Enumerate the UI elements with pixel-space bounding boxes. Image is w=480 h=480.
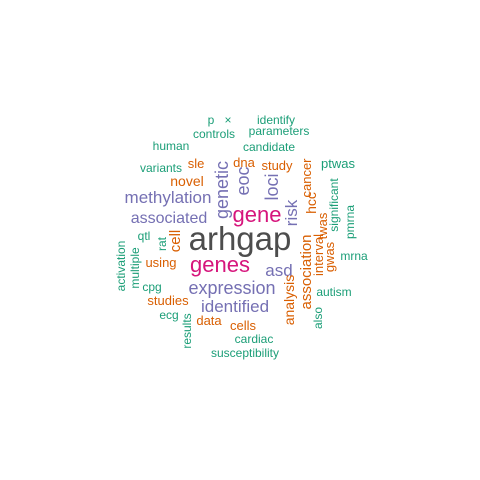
word-expression: expression bbox=[188, 278, 275, 298]
word-association: association bbox=[298, 234, 315, 309]
word-also: also bbox=[311, 307, 325, 329]
word-genes: genes bbox=[190, 252, 250, 277]
word-multiple: multiple bbox=[128, 247, 142, 289]
word-twas: twas bbox=[315, 212, 330, 239]
word-autism: autism bbox=[316, 285, 351, 299]
word-sle: sle bbox=[188, 156, 205, 171]
word-activation: activation bbox=[114, 241, 128, 292]
word-cells: cells bbox=[230, 318, 257, 333]
word-hcc: hcc bbox=[303, 192, 319, 214]
word-ptwas: ptwas bbox=[321, 156, 355, 171]
word-rat: rat bbox=[155, 236, 169, 251]
word-asd: asd bbox=[265, 261, 292, 280]
word-analysis: analysis bbox=[281, 275, 297, 326]
word-controls: controls bbox=[193, 127, 235, 141]
word-methylation: methylation bbox=[125, 188, 212, 207]
word-identified: identified bbox=[201, 297, 269, 316]
word-parameters: parameters bbox=[249, 124, 310, 138]
word-eoc: eoc bbox=[233, 166, 253, 195]
word-using: using bbox=[145, 255, 176, 270]
word-data: data bbox=[196, 313, 222, 328]
word-human: human bbox=[153, 139, 190, 153]
word-study: study bbox=[261, 158, 293, 173]
word-variants: variants bbox=[140, 161, 182, 175]
word-gwas: gwas bbox=[322, 241, 337, 272]
word-significant: significant bbox=[327, 178, 341, 232]
word-cpg: cpg bbox=[142, 280, 161, 294]
word-p: p bbox=[208, 113, 215, 127]
word-dna: dna bbox=[233, 155, 255, 170]
word-loci: loci bbox=[262, 173, 282, 200]
word-cell: cell bbox=[167, 230, 184, 253]
word-identify: identify bbox=[257, 113, 295, 127]
word-arhgap: arhgap bbox=[189, 220, 292, 257]
word-cardiac: cardiac bbox=[235, 332, 274, 346]
word-studies: studies bbox=[147, 293, 189, 308]
word-qtl: qtl bbox=[138, 229, 151, 243]
word-risk: risk bbox=[282, 199, 301, 226]
word-interval: interval bbox=[311, 234, 326, 276]
word-pmrna: pmrna bbox=[343, 205, 357, 239]
word-associated: associated bbox=[131, 210, 208, 227]
word-novel: novel bbox=[170, 173, 203, 189]
word-mrna: mrna bbox=[340, 249, 368, 263]
word-gene: gene bbox=[233, 202, 282, 227]
word-susceptibility: susceptibility bbox=[211, 346, 279, 360]
word-ecg: ecg bbox=[159, 308, 178, 322]
word-x: × bbox=[224, 113, 231, 127]
word-genetic: genetic bbox=[212, 161, 232, 219]
word-results: results bbox=[180, 313, 194, 348]
word-candidate: candidate bbox=[243, 140, 295, 154]
word-cancer: cancer bbox=[299, 158, 314, 198]
